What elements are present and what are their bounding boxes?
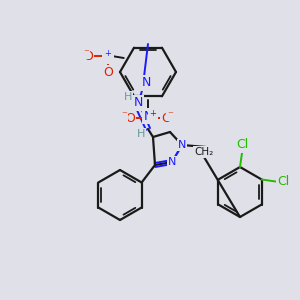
Text: N: N (143, 110, 153, 122)
Text: +: + (150, 110, 156, 118)
Text: ⁻: ⁻ (83, 48, 89, 58)
Text: O: O (103, 67, 113, 80)
Text: Cl: Cl (236, 139, 248, 152)
Text: O: O (161, 112, 171, 124)
Text: N: N (178, 140, 186, 150)
Text: O: O (125, 112, 135, 124)
Text: N: N (141, 76, 151, 89)
Text: H: H (137, 129, 145, 139)
Text: ⁻: ⁻ (167, 110, 173, 120)
Text: +: + (104, 50, 111, 58)
Text: N: N (103, 50, 112, 62)
Text: Cl: Cl (278, 175, 290, 188)
Text: CH₂: CH₂ (194, 147, 214, 157)
Text: N: N (133, 97, 143, 110)
Text: N: N (168, 157, 176, 167)
Text: ⁻: ⁻ (121, 110, 127, 120)
Text: O: O (83, 50, 93, 62)
Text: H: H (124, 92, 132, 102)
